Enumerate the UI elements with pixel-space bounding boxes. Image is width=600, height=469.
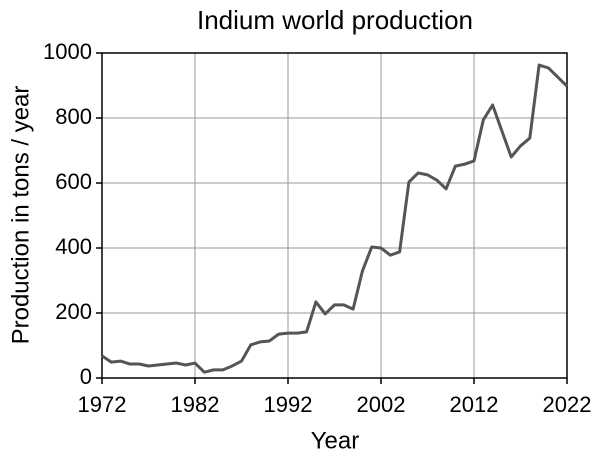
- y-tick-label: 0: [80, 364, 92, 389]
- y-tick-label: 800: [55, 104, 92, 129]
- x-axis-label: Year: [311, 427, 360, 454]
- x-tick-label: 1972: [78, 392, 127, 417]
- data-line: [101, 63, 569, 374]
- x-tick-label: 1992: [264, 392, 313, 417]
- y-tick-label: 600: [55, 169, 92, 194]
- y-axis-label: Production in tons / year: [7, 86, 34, 345]
- y-tick-label: 200: [55, 299, 92, 324]
- y-tick-label: 400: [55, 234, 92, 259]
- chart-title: Indium world production: [197, 5, 473, 35]
- x-tick-label: 2012: [450, 392, 499, 417]
- plot-frame: [101, 52, 568, 379]
- x-tick-label: 1982: [171, 392, 220, 417]
- x-tick-label: 2002: [357, 392, 406, 417]
- y-tick-label: 1000: [43, 39, 92, 64]
- x-tick-label: 2022: [543, 392, 592, 417]
